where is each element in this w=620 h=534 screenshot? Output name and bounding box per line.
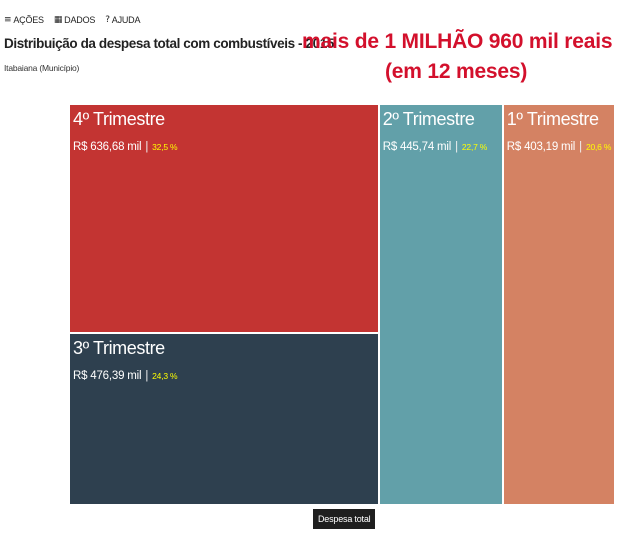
- treemap-cell[interactable]: 1º Trimestre R$ 403,19 mil | 20,6 %: [502, 104, 615, 505]
- treemap-chart: 4º Trimestre R$ 636,68 mil | 32,5 % 3º Trime…: [69, 104, 615, 505]
- treemap-cell-percent: 20,6 %: [585, 142, 612, 152]
- treemap-cell-value: R$ 476,39 mil | 24,3 %: [73, 370, 178, 383]
- treemap-cell-percent: 22,7 %: [461, 142, 488, 152]
- treemap-cell-value: R$ 636,68 mil | 32,5 %: [73, 141, 178, 153]
- treemap-cell-amount: R$ 403,19 mil: [506, 141, 576, 153]
- treemap-cell-label: 3º Trimestre: [73, 338, 165, 359]
- table-icon: ▦: [53, 14, 63, 25]
- treemap-cell-separator: |: [145, 141, 149, 153]
- data-menu-label: DADOS: [64, 15, 96, 25]
- actions-menu-button[interactable]: ≡ AÇÕES: [4, 15, 44, 25]
- actions-menu-label: AÇÕES: [13, 15, 44, 25]
- treemap-cell-separator: |: [145, 370, 149, 383]
- data-menu-button[interactable]: ▦ DADOS: [53, 14, 96, 25]
- chart-subtitle: Itabaiana (Município): [4, 63, 80, 73]
- hamburger-icon: ≡: [4, 14, 12, 25]
- treemap-cell[interactable]: 3º Trimestre R$ 476,39 mil | 24,3 %: [69, 333, 379, 505]
- help-menu-label: AJUDA: [111, 15, 141, 25]
- annotation-total: mais de 1 MILHÃO 960 mil reais: [302, 30, 613, 53]
- treemap-cell-label: 2º Trimestre: [382, 109, 475, 129]
- treemap-cell[interactable]: 4º Trimestre R$ 636,68 mil | 32,5 %: [69, 104, 379, 334]
- treemap-cell-separator: |: [455, 141, 458, 153]
- help-icon: ?: [105, 14, 110, 25]
- treemap-cell-amount: R$ 476,39 mil: [73, 370, 142, 383]
- treemap-cell-value: R$ 403,19 mil | 20,6 %: [506, 141, 612, 153]
- annotation-period: (em 12 meses): [385, 60, 528, 83]
- legend-series-button[interactable]: Despesa total: [313, 509, 376, 529]
- treemap-cell-label: 1º Trimestre: [506, 109, 599, 129]
- treemap-cell[interactable]: 2º Trimestre R$ 445,74 mil | 22,7 %: [378, 104, 503, 505]
- toolbar: ≡ AÇÕES ▦ DADOS ? AJUDA: [4, 13, 140, 27]
- treemap-cell-amount: R$ 636,68 mil: [73, 141, 142, 153]
- treemap-cell-separator: |: [579, 141, 582, 153]
- treemap-cell-value: R$ 445,74 mil | 22,7 %: [382, 141, 488, 153]
- treemap-cell-percent: 24,3 %: [152, 371, 178, 382]
- treemap-cell-amount: R$ 445,74 mil: [382, 141, 452, 153]
- chart-title: Distribuição da despesa total com combus…: [4, 36, 334, 51]
- treemap-cell-label: 4º Trimestre: [73, 109, 165, 129]
- treemap-cell-percent: 32,5 %: [152, 142, 178, 152]
- help-menu-button[interactable]: ? AJUDA: [105, 15, 140, 25]
